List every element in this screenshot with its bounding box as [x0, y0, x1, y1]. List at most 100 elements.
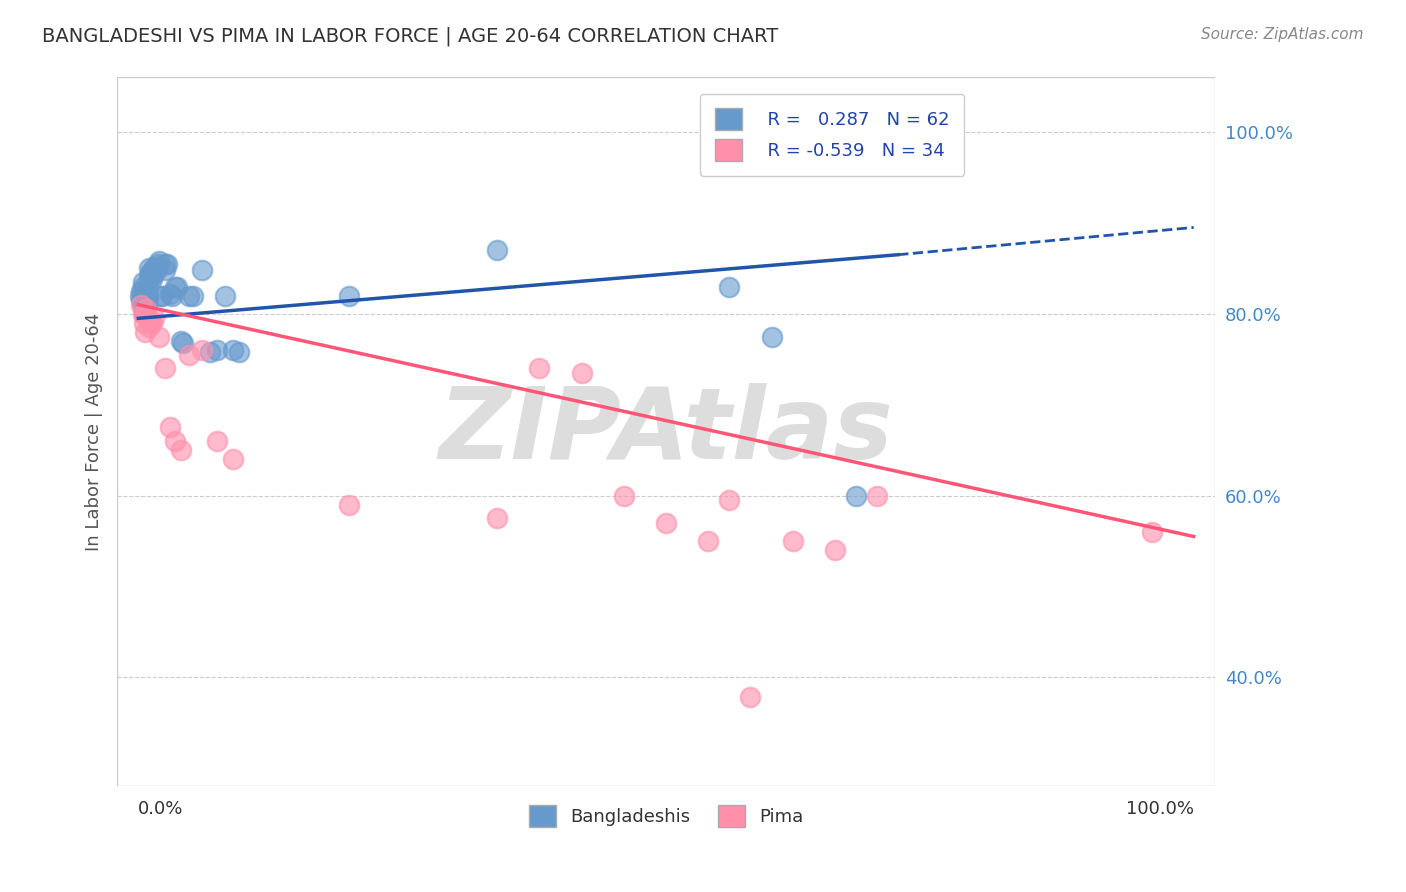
Point: [132, 302, 155, 317]
Point: [159, 286, 181, 301]
Point: [131, 275, 153, 289]
Point: [143, 261, 166, 276]
Point: [571, 366, 593, 380]
Point: [134, 284, 156, 298]
Point: [165, 279, 187, 293]
Point: [134, 325, 156, 339]
Point: [148, 254, 170, 268]
Point: [165, 434, 187, 448]
Point: [1140, 524, 1163, 539]
Point: [190, 343, 212, 358]
Point: [866, 489, 889, 503]
Point: [135, 288, 157, 302]
Point: [139, 314, 162, 328]
Point: [131, 279, 153, 293]
Point: [132, 307, 155, 321]
Point: [181, 288, 204, 302]
Point: [228, 345, 250, 359]
Text: BANGLADESHI VS PIMA IN LABOR FORCE | AGE 20-64 CORRELATION CHART: BANGLADESHI VS PIMA IN LABOR FORCE | AGE…: [42, 27, 779, 46]
Point: [153, 257, 176, 271]
Point: [150, 288, 173, 302]
Point: [131, 298, 153, 312]
Point: [156, 257, 179, 271]
Point: [697, 534, 720, 549]
Point: [143, 311, 166, 326]
Point: [169, 443, 191, 458]
Point: [139, 266, 162, 280]
Point: [177, 288, 200, 302]
Point: [718, 493, 741, 508]
Point: [131, 284, 153, 298]
Point: [139, 270, 162, 285]
Point: [153, 263, 176, 277]
Point: [139, 316, 162, 330]
Point: [135, 309, 157, 323]
Point: [134, 298, 156, 312]
Point: [135, 302, 157, 317]
Point: [143, 260, 166, 274]
Point: [172, 335, 194, 350]
Point: [135, 288, 157, 302]
Point: [138, 261, 160, 276]
Point: [782, 534, 804, 549]
Point: [145, 264, 167, 278]
Text: 0.0%: 0.0%: [138, 800, 184, 818]
Point: [337, 498, 360, 512]
Point: [131, 298, 153, 312]
Point: [138, 320, 160, 334]
Point: [135, 284, 157, 298]
Point: [337, 288, 360, 302]
Point: [740, 690, 762, 705]
Point: [132, 298, 155, 312]
Point: [222, 343, 245, 358]
Point: [141, 272, 163, 286]
Point: [160, 288, 183, 302]
Point: [129, 288, 152, 302]
Point: [135, 295, 157, 310]
Point: [845, 489, 868, 503]
Point: [529, 361, 551, 376]
Point: [135, 298, 157, 312]
Point: [207, 343, 229, 358]
Point: [486, 243, 509, 257]
Point: [136, 288, 159, 302]
Point: [148, 257, 170, 271]
Point: [655, 516, 678, 530]
Point: [613, 489, 636, 503]
Text: ZIPAtlas: ZIPAtlas: [439, 384, 893, 481]
Point: [139, 265, 162, 279]
Point: [131, 293, 153, 307]
Text: 100.0%: 100.0%: [1126, 800, 1194, 818]
Point: [141, 268, 163, 283]
Point: [761, 329, 783, 343]
Point: [486, 511, 509, 525]
Point: [824, 543, 846, 558]
Point: [222, 452, 245, 467]
Point: [136, 279, 159, 293]
Point: [132, 293, 155, 307]
Point: [149, 288, 172, 302]
Y-axis label: In Labor Force | Age 20-64: In Labor Force | Age 20-64: [86, 313, 103, 551]
Point: [148, 329, 170, 343]
Point: [207, 434, 229, 448]
Point: [141, 316, 163, 330]
Point: [146, 261, 169, 276]
Text: Source: ZipAtlas.com: Source: ZipAtlas.com: [1201, 27, 1364, 42]
Point: [153, 361, 176, 376]
Point: [169, 334, 191, 348]
Point: [132, 316, 155, 330]
Point: [131, 307, 153, 321]
Point: [143, 263, 166, 277]
Point: [718, 279, 741, 293]
Legend: Bangladeshis, Pima: Bangladeshis, Pima: [522, 797, 810, 834]
Point: [214, 288, 236, 302]
Point: [159, 420, 181, 434]
Point: [139, 268, 162, 282]
Point: [166, 279, 188, 293]
Point: [132, 288, 155, 302]
Point: [190, 263, 212, 277]
Point: [134, 293, 156, 307]
Point: [135, 293, 157, 307]
Point: [136, 311, 159, 326]
Point: [198, 345, 221, 359]
